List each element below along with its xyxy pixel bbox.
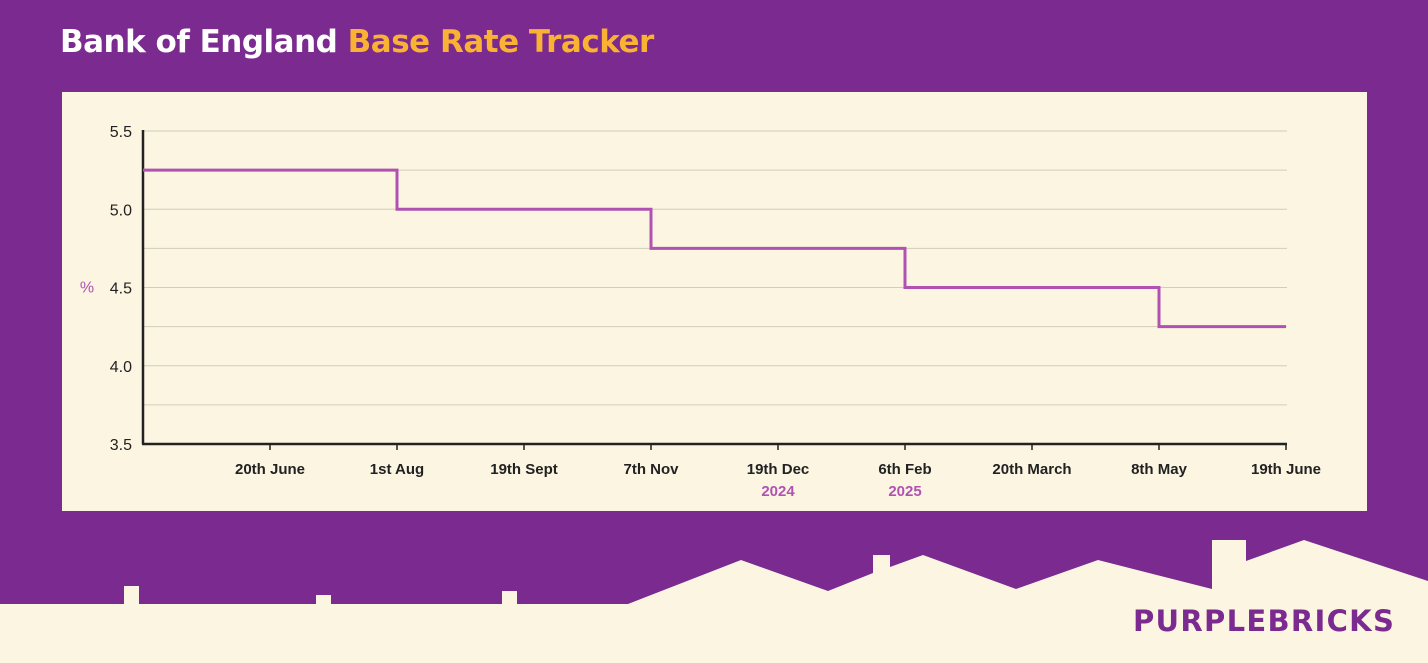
rooftop-skyline: [0, 540, 1428, 663]
title-accent: Base Rate Tracker: [347, 24, 655, 60]
x-tick-label: 20th March: [992, 461, 1071, 478]
y-tick-label: 4.5: [110, 281, 132, 298]
purplebricks-logo: PURPLEBRICKS: [1133, 604, 1396, 638]
x-tick-label: 1st Aug: [370, 461, 424, 478]
y-tick-label: 3.5: [110, 437, 132, 454]
year-label: 2024: [761, 483, 795, 500]
x-tick-label: 7th Nov: [623, 461, 679, 478]
x-tick-label: 19th Sept: [490, 461, 558, 478]
chart-panel: 5.5 5.0 4.5 4.0 3.5% 20th June 1st Aug 19th Sep…: [62, 92, 1367, 511]
x-tick-label: 8th May: [1131, 461, 1188, 478]
x-tick-label: 20th June: [235, 461, 305, 478]
title-main: Bank of England: [60, 24, 338, 60]
y-tick-label: 4.0: [110, 359, 132, 376]
y-tick-label: 5.5: [110, 124, 132, 141]
y-tick-label: 5.0: [110, 202, 132, 219]
y-axis-label: %: [80, 280, 94, 297]
x-tick-label: 19th Dec: [747, 461, 810, 478]
series-line-base-rate: [143, 168, 1286, 329]
x-tick-label: 6th Feb: [878, 461, 931, 478]
x-tick-label: 19th June: [1251, 461, 1321, 478]
year-label: 2025: [888, 483, 921, 500]
base-rate-chart: 5.5 5.0 4.5 4.0 3.5% 20th June 1st Aug 19th Sep…: [80, 124, 1321, 500]
page-title: Bank of England Base Rate Tracker: [60, 24, 654, 60]
